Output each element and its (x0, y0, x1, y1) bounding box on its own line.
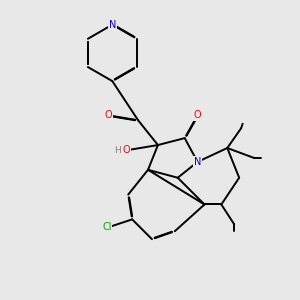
Text: H: H (114, 146, 121, 154)
Text: N: N (109, 20, 116, 30)
Text: O: O (194, 110, 201, 120)
Text: N: N (194, 157, 201, 167)
Text: O: O (105, 110, 112, 120)
Text: Cl: Cl (102, 222, 112, 232)
Text: O: O (123, 145, 130, 155)
